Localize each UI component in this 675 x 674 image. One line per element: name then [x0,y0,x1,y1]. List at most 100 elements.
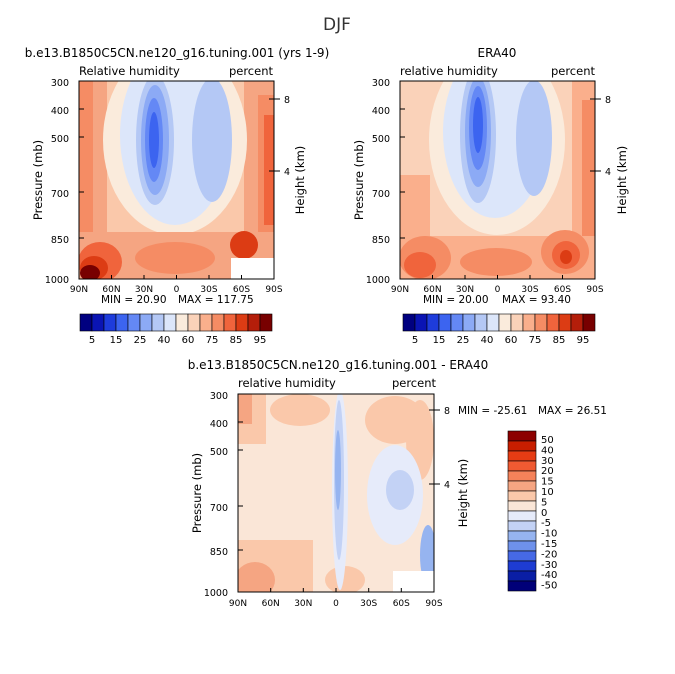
colorbar-label: 25 [457,335,470,346]
colorbar-swatch [426,313,440,332]
colorbar-label: 60 [182,335,195,346]
colorbar: 5 15 25 40 60 75 85 95 [79,313,273,346]
panel-model: b.e13.B1850C5CN.ne120_g16.tuning.001 (yr… [25,46,330,346]
x-tick-label: 60N [262,599,280,609]
x-tick-label: 60N [423,285,441,295]
colorbar: 50 40 30 20 15 10 5 0 -5 -10 -15 -20 -30… [507,430,557,592]
contour-fill [238,562,275,592]
y-tick-label: 300 [210,391,228,402]
colorbar-swatch [510,313,524,332]
x-tick-label: 30S [200,285,217,295]
x-axis: 90N 60N 30N 0 30S 60S 90S [70,275,283,295]
y-tick-marks [238,393,434,593]
contour-fill [335,430,341,510]
colorbar-swatch [498,313,512,332]
colorbar-swatch [558,313,572,332]
panel-era40: ERA40 relative humidity percent [352,46,629,346]
x-tick-label: 30N [456,285,474,295]
panel-difference: b.e13.B1850C5CN.ne120_g16.tuning.001 - E… [188,358,607,609]
colorbar-swatch [507,520,537,532]
colorbar-label: 10 [541,487,554,498]
colorbar-swatch [151,313,165,332]
colorbar-swatch [175,313,189,332]
colorbar-swatches [79,313,273,332]
colorbar-swatch [259,313,273,332]
colorbar-swatch [534,313,548,332]
colorbar-swatch [507,490,537,502]
colorbar-label: -30 [541,560,557,571]
x-tick-label: 30N [135,285,153,295]
y2-axis-title: Height (km) [293,146,307,215]
x-tick-label: 0 [174,285,180,295]
colorbar-swatch [462,313,476,332]
y-tick-label: 1000 [366,275,390,286]
y2-axis: 8 4 Height (km) [274,95,307,214]
contour-fill [135,242,215,274]
y-tick-label: 850 [210,547,228,558]
min-label: MIN = -25.61 [458,405,527,417]
colorbar-swatch [507,580,537,592]
colorbar: 5 15 25 40 60 75 85 95 [402,313,596,346]
colorbar-label: 50 [541,435,554,446]
missing-region [231,258,274,279]
colorbar-label: 5 [541,497,547,508]
contour-fill [460,248,532,276]
contour-fill [420,525,434,585]
colorbar-swatch [474,313,488,332]
units-label: percent [392,376,437,390]
colorbar-swatch [187,313,201,332]
y-tick-label: 500 [372,134,390,145]
y2-tick-label: 8 [284,95,290,106]
x-axis: 90N 60N 30N 0 30S 60S 90S [391,275,604,295]
colorbar-label: 20 [541,466,554,477]
x-tick-label: 90N [229,599,247,609]
colorbar-swatch [223,313,237,332]
colorbar-swatch [211,313,225,332]
y-tick-label: 1000 [204,588,228,599]
colorbar-label: 75 [206,335,219,346]
y-tick-marks [79,80,274,280]
field-label: relative humidity [238,376,336,390]
y-axis-title: Pressure (mb) [352,140,366,220]
missing-region [393,571,434,592]
panel-title: ERA40 [478,46,517,60]
colorbar-swatch [582,313,596,332]
colorbar-label: -50 [541,581,557,592]
colorbar-label: 25 [134,335,147,346]
colorbar-swatch [450,313,464,332]
colorbar-swatch [507,480,537,492]
y-axis: Pressure (mb) 300 400 500 700 850 1000 [31,78,274,286]
x-tick-marks [270,588,402,592]
contour-fill [560,250,572,264]
x-tick-label: 30S [360,599,377,609]
y2-axis-title: Height (km) [615,146,629,215]
y-tick-label: 1000 [45,275,69,286]
x-tick-label: 0 [495,285,501,295]
colorbar-swatch [507,510,537,522]
units-label: percent [229,64,274,78]
y2-axis-title: Height (km) [456,459,470,528]
colorbar-swatch [507,500,537,512]
colorbar-swatches [507,430,537,592]
colorbar-label: 95 [254,335,267,346]
colorbar-swatch [235,313,249,332]
colorbar-label: 95 [577,335,590,346]
colorbar-swatch [570,313,584,332]
y2-tick-marks [434,409,440,485]
y2-tick-label: 4 [444,480,450,491]
y-tick-marks [400,80,595,280]
colorbar-swatch [486,313,500,332]
y2-axis: 8 4 Height (km) [434,406,470,527]
colorbar-label: -5 [541,518,551,529]
colorbar-label: -40 [541,570,557,581]
contour-fill [264,115,274,225]
x-tick-label: 60S [233,285,250,295]
x-tick-label: 90S [265,285,282,295]
colorbar-swatch [414,313,428,332]
colorbar-swatch [507,560,537,572]
colorbar-swatch [546,313,560,332]
colorbar-swatch [507,530,537,542]
colorbar-swatch [79,313,93,332]
y2-tick-marks [595,98,601,172]
